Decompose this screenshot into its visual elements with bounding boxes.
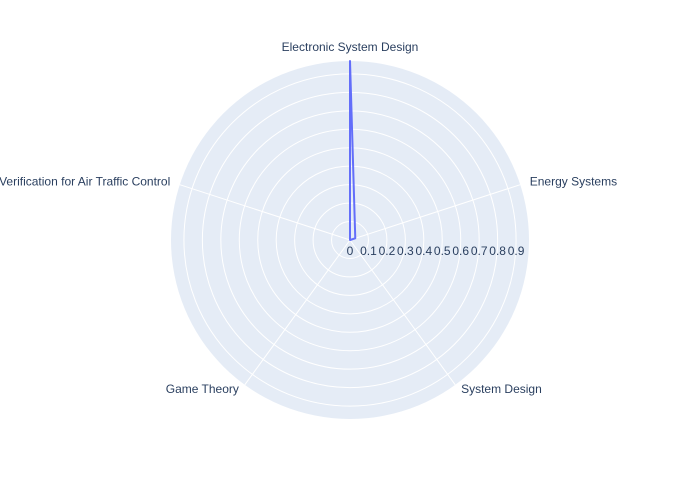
radial-tick-label: 0 bbox=[347, 244, 354, 258]
series-line bbox=[349, 60, 357, 241]
radial-tick-label: 0.7 bbox=[471, 244, 488, 258]
radial-tick-label: 0.8 bbox=[489, 244, 506, 258]
category-labels: Electronic System Design Energy Systems Sy… bbox=[0, 40, 617, 396]
radial-tick-labels: 0 0.1 0.2 0.3 0.4 0.5 0.6 0.7 0.8 0.9 bbox=[347, 244, 525, 258]
radial-tick-label: 0.4 bbox=[415, 244, 432, 258]
radial-tick-label: 0.1 bbox=[360, 244, 377, 258]
series-layer bbox=[349, 60, 357, 241]
angular-gridline bbox=[349, 184, 521, 241]
radial-tick-label: 0.3 bbox=[397, 244, 414, 258]
radial-tick-label: 0.6 bbox=[452, 244, 469, 258]
category-label: Electronic System Design bbox=[282, 40, 419, 54]
angular-gridline bbox=[349, 239, 456, 386]
angular-gridline bbox=[179, 184, 351, 241]
angular-gridline bbox=[244, 239, 351, 386]
radial-tick-label: 0.9 bbox=[508, 244, 525, 258]
category-label: System Design bbox=[461, 382, 542, 396]
category-label: Game Theory bbox=[166, 382, 239, 396]
radial-tick-label: 0.5 bbox=[434, 244, 451, 258]
category-label: Formal Verification for Air Traffic Cont… bbox=[0, 175, 170, 189]
category-label: Energy Systems bbox=[530, 175, 617, 189]
radial-tick-label: 0.2 bbox=[379, 244, 396, 258]
